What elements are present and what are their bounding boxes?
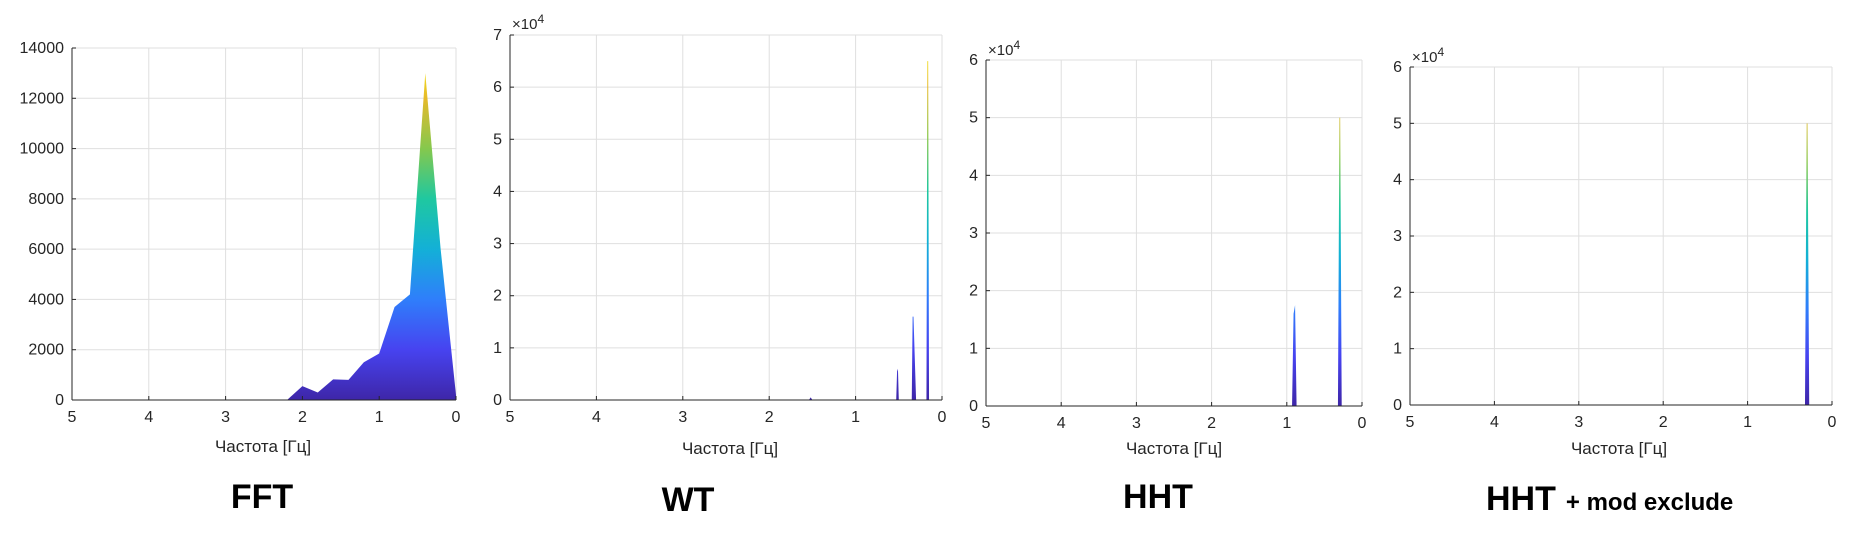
hht-y-axis-exponent: ×104 — [988, 38, 1020, 59]
fft-y-tick-label: 6000 — [28, 241, 64, 258]
hht-mod-exclude-caption: HHT + mod exclude — [1486, 480, 1733, 518]
wt-x-tick-label: 4 — [592, 409, 601, 426]
hht-mod-exclude-y-axis-exponent: ×104 — [1412, 45, 1444, 66]
hht-mod-exclude-y-tick-label: 6 — [1393, 59, 1402, 76]
fft-y-tick-label: 0 — [55, 392, 64, 409]
wt-y-tick-label: 7 — [493, 27, 502, 44]
fft-x-axis-label: Частота [Гц] — [215, 437, 311, 456]
wt-y-tick-label: 5 — [493, 131, 502, 148]
panel-hht-mod-exclude: 5 4 3 2 1 0 0 1 2 3 4 5 6 Частота [Гц] ×104 HHT + mod… — [1393, 45, 1836, 518]
wt-caption: WT — [662, 481, 715, 519]
hht-mod-exclude-y-tick-label: 1 — [1393, 341, 1402, 358]
wt-y-tick-label: 2 — [493, 288, 502, 305]
hht-mod-exclude-x-tick-label: 5 — [1406, 414, 1415, 431]
fft-y-tick-label: 14000 — [20, 40, 65, 57]
fft-x-tick-label: 4 — [144, 409, 153, 426]
hht-y-tick-label: 3 — [969, 225, 978, 242]
wt-x-tick-label: 2 — [765, 409, 774, 426]
fft-x-tick-label: 2 — [298, 409, 307, 426]
hht-mod-exclude-y-tick-label: 3 — [1393, 228, 1402, 245]
hht-x-tick-label: 2 — [1207, 415, 1216, 432]
hht-mod-exclude-y-tick-label: 0 — [1393, 397, 1402, 414]
hht-x-tick-label: 0 — [1358, 415, 1367, 432]
hht-plot-area — [985, 59, 1363, 407]
panel-fft: 5 4 3 2 1 0 0 2000 4000 6000 8000 10000 12000 14000 Ч… — [20, 40, 461, 516]
wt-x-tick-label: 0 — [938, 409, 947, 426]
wt-x-tick-label: 1 — [851, 409, 860, 426]
hht-mod-exclude-x-axis-label: Частота [Гц] — [1571, 439, 1667, 458]
hht-mod-exclude-x-tick-label: 1 — [1743, 414, 1752, 431]
hht-caption: HHT — [1123, 478, 1193, 516]
hht-x-axis-label: Частота [Гц] — [1126, 439, 1222, 458]
fft-x-tick-label: 1 — [375, 409, 384, 426]
hht-mod-exclude-x-tick-label: 3 — [1574, 414, 1583, 431]
fft-y-tick-label: 2000 — [28, 342, 64, 359]
fft-series-area — [72, 73, 456, 400]
hht-x-tick-label: 5 — [982, 415, 991, 432]
fft-y-tick-label: 12000 — [20, 90, 65, 107]
fft-caption: FFT — [231, 478, 294, 516]
hht-mod-exclude-x-tick-label: 4 — [1490, 414, 1499, 431]
hht-mod-exclude-plot-area — [1409, 66, 1833, 406]
hht-mod-exclude-x-tick-label: 0 — [1828, 414, 1837, 431]
hht-y-tick-label: 0 — [969, 398, 978, 415]
fft-tick-labels: 5 4 3 2 1 0 0 2000 4000 6000 8000 10000 12000 14000 — [20, 40, 461, 426]
hht-mod-exclude-y-tick-label: 2 — [1393, 284, 1402, 301]
wt-y-tick-label: 3 — [493, 236, 502, 253]
hht-y-tick-label: 2 — [969, 283, 978, 300]
fft-y-tick-label: 4000 — [28, 291, 64, 308]
fft-x-tick-label: 3 — [221, 409, 230, 426]
wt-y-tick-label: 1 — [493, 340, 502, 357]
wt-x-tick-label: 5 — [506, 409, 515, 426]
hht-x-tick-label: 3 — [1132, 415, 1141, 432]
hht-y-tick-label: 6 — [969, 52, 978, 69]
wt-plot-area — [509, 34, 943, 401]
hht-y-tick-label: 5 — [969, 110, 978, 127]
hht-mod-exclude-tick-labels: 5 4 3 2 1 0 0 1 2 3 4 5 6 — [1393, 59, 1836, 431]
hht-x-tick-label: 1 — [1282, 415, 1291, 432]
hht-x-tick-label: 4 — [1057, 415, 1066, 432]
hht-y-tick-label: 1 — [969, 340, 978, 357]
wt-y-tick-label: 6 — [493, 79, 502, 96]
wt-y-tick-label: 4 — [493, 183, 502, 200]
panel-wt: 5 4 3 2 1 0 0 1 2 3 4 5 6 7 Частота [Гц] ×104 WT — [493, 12, 946, 519]
fft-x-tick-label: 5 — [68, 409, 77, 426]
hht-tick-labels: 5 4 3 2 1 0 0 1 2 3 4 5 6 — [969, 52, 1366, 432]
fft-x-tick-label: 0 — [452, 409, 461, 426]
fft-plot-area — [71, 47, 457, 401]
wt-x-tick-label: 3 — [678, 409, 687, 426]
fft-y-tick-label: 8000 — [28, 191, 64, 208]
wt-tick-labels: 5 4 3 2 1 0 0 1 2 3 4 5 6 7 — [493, 27, 946, 426]
wt-axes-background — [510, 35, 942, 400]
hht-mod-exclude-y-tick-label: 5 — [1393, 115, 1402, 132]
panel-hht: 5 4 3 2 1 0 0 1 2 3 4 5 6 Частота [Гц] ×104 HHT — [969, 38, 1366, 516]
wt-x-axis-label: Частота [Гц] — [682, 439, 778, 458]
fft-y-tick-label: 10000 — [20, 141, 65, 158]
wt-y-tick-label: 0 — [493, 392, 502, 409]
wt-y-axis-exponent: ×104 — [512, 12, 544, 33]
hht-mod-exclude-x-tick-label: 2 — [1659, 414, 1668, 431]
hht-y-tick-label: 4 — [969, 167, 978, 184]
hht-mod-exclude-y-tick-label: 4 — [1393, 172, 1402, 189]
